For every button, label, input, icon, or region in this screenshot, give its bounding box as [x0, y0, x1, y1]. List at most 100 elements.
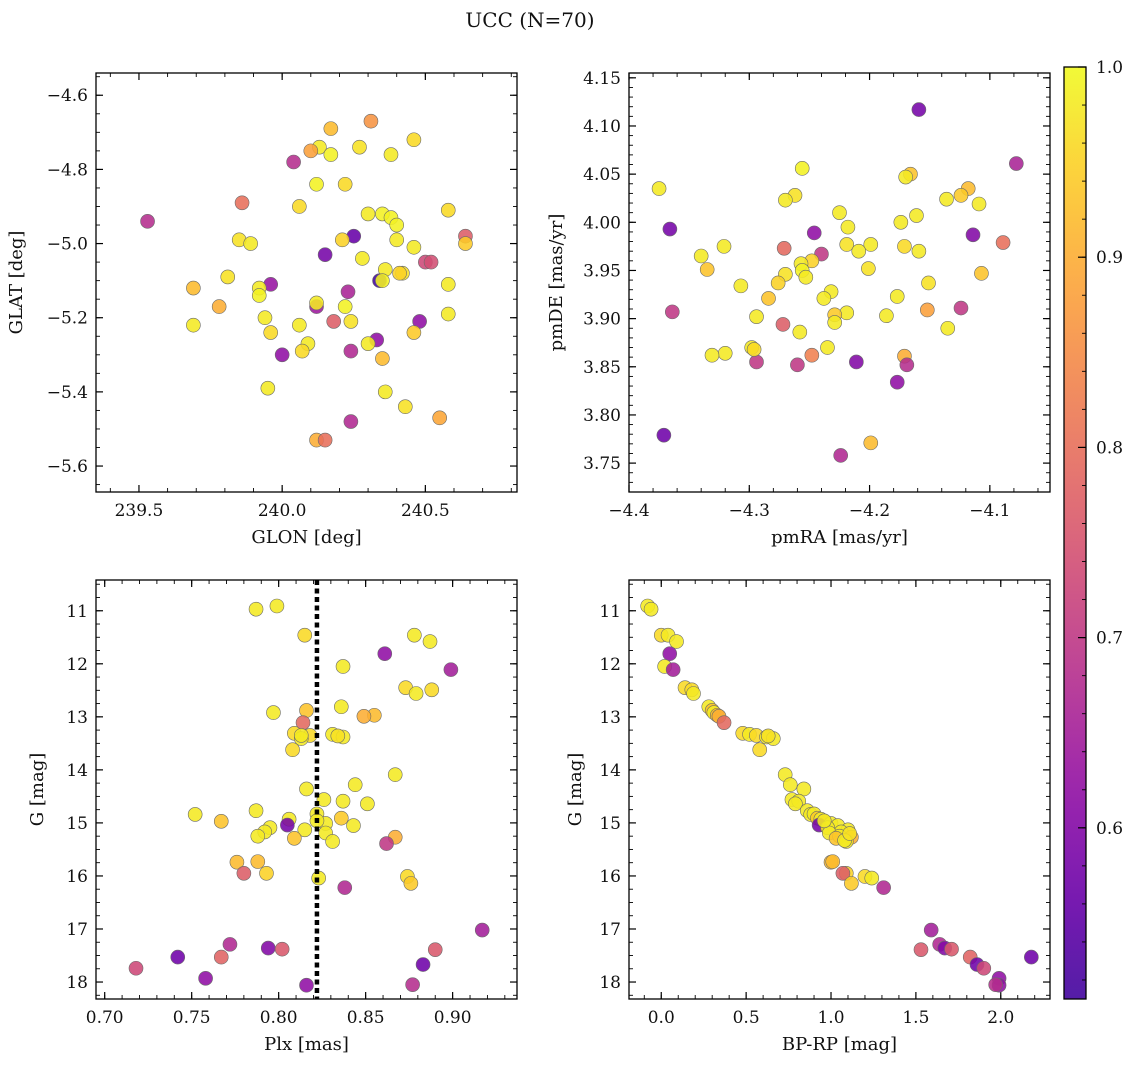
data-point: [988, 977, 1003, 992]
data-point: [665, 662, 681, 677]
colorbar-frame: [1063, 66, 1087, 1000]
data-point: [363, 113, 379, 129]
data-point: [440, 202, 456, 218]
data-point: [250, 828, 266, 844]
data-point: [355, 251, 370, 266]
x-tick-label: 0.0: [648, 1008, 675, 1028]
x-tick-label: 240.0: [258, 501, 307, 521]
y-tick-label: 17: [66, 920, 88, 940]
panel-glon-glat: 239.5 240.0 240.5 −5.6 −5.4 −5.2 −5.0 −4.8 −4.6 G…: [6, 72, 518, 548]
data-point: [849, 354, 864, 370]
y-tick-label: 15: [599, 814, 621, 834]
x-tick-label: 0.75: [173, 1008, 211, 1028]
x-tick-label: −4.3: [729, 501, 770, 521]
y-tick-label: 16: [599, 867, 621, 887]
data-point: [911, 102, 927, 117]
panel-pm: −4.4 −4.3 −4.2 −4.1 3.75 3.80 3.85 3.90 3.95 4.00…: [546, 69, 1051, 548]
data-point: [920, 302, 935, 318]
data-point: [408, 686, 424, 701]
data-point: [911, 243, 927, 259]
y-tick-label: −5.4: [47, 383, 88, 403]
data-point: [879, 308, 894, 324]
axes-frame: [628, 72, 1051, 493]
panels: 239.5 240.0 240.5 −5.6 −5.4 −5.2 −5.0 −4.8 −4.6 G…: [6, 69, 1051, 1055]
y-tick-label: −5.6: [47, 457, 88, 477]
data-point: [375, 351, 390, 366]
data-point: [406, 239, 422, 255]
data-point: [269, 598, 285, 614]
data-point: [427, 942, 443, 957]
y-tick-label: 14: [599, 761, 621, 781]
axes-frame: [95, 579, 518, 1000]
data-point: [440, 277, 456, 292]
data-point: [333, 810, 349, 826]
y-tick-label: 4.15: [583, 69, 621, 89]
data-point: [170, 949, 186, 965]
data-point: [317, 432, 333, 448]
data-point: [292, 317, 307, 333]
data-point: [248, 803, 264, 819]
data-point: [213, 814, 229, 829]
data-point: [893, 214, 909, 230]
data-point: [297, 822, 313, 838]
data-point: [899, 357, 915, 373]
data-point: [839, 237, 855, 252]
y-tick-label: 3.95: [583, 261, 621, 281]
data-point: [309, 295, 324, 311]
colorbar-gradient: [1064, 67, 1086, 999]
data-point: [187, 807, 203, 822]
data-point: [840, 219, 856, 235]
data-point: [816, 813, 832, 829]
data-point: [944, 941, 959, 957]
data-point: [825, 854, 841, 869]
data-point: [835, 865, 851, 881]
data-point: [816, 291, 832, 306]
data-point: [749, 354, 764, 370]
data-point: [294, 343, 310, 359]
data-point: [864, 870, 880, 886]
data-point: [432, 410, 447, 426]
data-point: [303, 143, 319, 159]
data-point: [356, 709, 372, 724]
data-point: [686, 686, 701, 701]
data-point: [770, 275, 786, 291]
data-point: [790, 357, 805, 373]
data-point: [316, 792, 332, 807]
data-point: [251, 288, 267, 303]
y-axis-label: GLAT [deg]: [6, 231, 27, 335]
data-point: [405, 977, 420, 992]
data-point: [876, 880, 891, 895]
panel-plx-g: 0.70 0.75 0.80 0.85 0.90 11 12 13 14 15 16 17 18 Plx …: [27, 579, 518, 1055]
data-point: [360, 796, 375, 812]
data-point: [337, 299, 353, 314]
data-point: [260, 940, 276, 956]
data-point: [299, 703, 314, 718]
data-point: [794, 161, 810, 176]
data-point: [842, 826, 857, 841]
data-point: [656, 427, 672, 443]
data-point: [643, 601, 659, 617]
colorbar-tick-label: 0.6: [1096, 819, 1123, 839]
data-point: [415, 957, 431, 972]
figure-title: UCC (N=70): [465, 8, 594, 32]
data-point: [213, 949, 229, 965]
data-point: [440, 306, 456, 322]
x-tick-label: 0.80: [260, 1008, 298, 1028]
y-tick-label: 12: [599, 655, 621, 675]
x-tick-label: −4.1: [969, 501, 1010, 521]
y-axis-label: G [mag]: [565, 753, 586, 826]
data-point: [257, 310, 273, 326]
data-point: [406, 132, 422, 148]
data-point: [211, 299, 227, 314]
data-point: [325, 834, 340, 849]
data-point: [186, 280, 201, 296]
data-point: [128, 960, 144, 976]
data-point: [953, 300, 969, 316]
data-point: [424, 682, 440, 698]
data-point: [974, 266, 989, 281]
data-point: [274, 347, 290, 363]
data-point: [898, 169, 913, 185]
x-tick-label: 240.5: [401, 501, 450, 521]
data-point: [337, 880, 353, 895]
